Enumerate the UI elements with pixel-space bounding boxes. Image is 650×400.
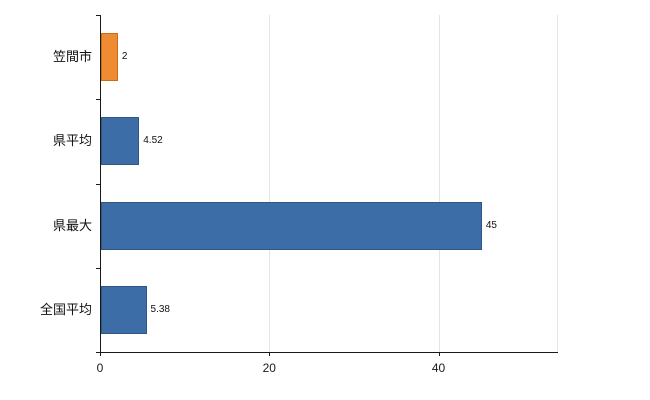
category-label: 県最大 <box>52 217 92 233</box>
bar-笠間市 <box>101 33 118 82</box>
y-tick <box>96 99 100 101</box>
y-tick <box>96 183 100 185</box>
y-tick <box>96 15 100 16</box>
bar-県平均 <box>101 117 140 166</box>
x-tick <box>100 352 101 356</box>
x-tick-label: 0 <box>96 361 104 375</box>
x-tick <box>269 352 271 356</box>
x-axis-line <box>100 352 558 353</box>
plot-right-border <box>557 15 558 352</box>
y-tick <box>96 267 100 269</box>
bar-県最大 <box>101 201 482 250</box>
gridline-x <box>269 15 271 352</box>
bar-全国平均 <box>101 285 147 334</box>
x-tick-label: 40 <box>431 361 446 375</box>
y-axis-line <box>100 15 101 353</box>
y-tick <box>96 352 100 353</box>
value-label: 45 <box>485 219 497 231</box>
value-label: 4.52 <box>143 135 163 147</box>
gridline-x <box>438 15 440 352</box>
value-label: 2 <box>121 51 128 63</box>
category-label: 全国平均 <box>39 301 92 317</box>
x-tick-label: 20 <box>262 361 276 375</box>
category-label: 県平均 <box>52 133 92 149</box>
x-tick <box>438 352 440 356</box>
category-label: 笠間市 <box>52 49 92 65</box>
value-label: 5.38 <box>150 303 170 315</box>
